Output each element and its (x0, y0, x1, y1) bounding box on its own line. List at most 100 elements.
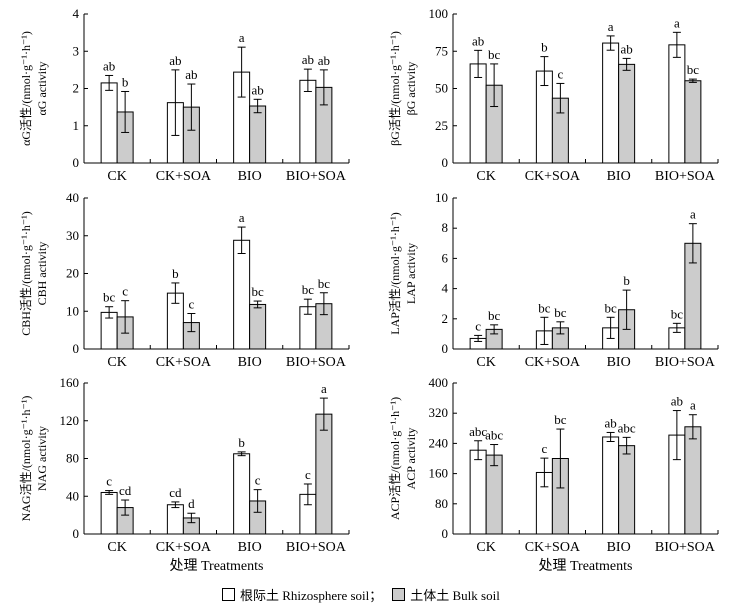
y-axis-label-en: ACP activity (404, 428, 418, 490)
x-axis-title-2: 处理 Treatments (539, 558, 633, 574)
y-axis-label-en: αG activity (35, 62, 49, 116)
y-tick-label: 240 (429, 435, 449, 450)
x-tick-label: CK+SOA (525, 169, 581, 184)
y-axis-label-cn: NAG活性/(nmol·g⁻¹·h⁻¹) (19, 396, 33, 522)
y-tick-label: 160 (429, 466, 449, 481)
y-axis-label-en: CBH activity (35, 242, 49, 306)
x-tick-label: CK+SOA (525, 540, 581, 555)
x-tick-label: CK (476, 540, 495, 555)
significance-letter: ab (318, 53, 330, 68)
significance-letter: ab (620, 41, 632, 56)
x-axis-title-1: 处理 Treatments (170, 558, 264, 574)
legend-swatch-bulk (392, 588, 406, 601)
x-tick-label: CK+SOA (156, 355, 212, 370)
significance-letter: a (608, 19, 614, 34)
y-tick-label: 160 (60, 375, 80, 390)
x-tick-label: BIO (607, 540, 631, 555)
y-tick-label: 2 (442, 311, 449, 326)
significance-letter: cd (119, 483, 132, 498)
significance-letter: b (623, 273, 630, 288)
significance-letter: bc (488, 47, 501, 62)
bar-bulk-bio-soa (315, 413, 333, 535)
y-tick-label: 40 (66, 190, 79, 205)
y-tick-label: 4 (442, 281, 449, 296)
x-tick-label: BIO+SOA (286, 355, 347, 370)
significance-letter: a (674, 15, 680, 30)
y-tick-label: 400 (429, 375, 449, 390)
significance-letter: c (255, 473, 261, 488)
bar-bulk-bio (618, 63, 636, 164)
bar-rhizosphere-ck (469, 63, 487, 164)
x-tick-label: BIO+SOA (655, 355, 716, 370)
significance-letter: bc (554, 305, 567, 320)
significance-letter: ab (169, 53, 181, 68)
significance-letter: a (690, 207, 696, 222)
y-tick-label: 10 (66, 303, 79, 318)
significance-letter: abc (485, 428, 503, 443)
significance-letter: bc (318, 276, 331, 291)
significance-letter: b (541, 40, 548, 55)
bar-bulk-bio-soa (684, 426, 702, 535)
y-tick-label: 30 (66, 228, 79, 243)
significance-letter: ab (185, 67, 197, 82)
legend: 根际土 Rhizosphere soil； 土体土 Bulk soil (222, 585, 500, 604)
y-axis-label-en: NAG activity (35, 426, 49, 491)
significance-letter: a (239, 210, 245, 225)
y-tick-label: 20 (66, 266, 79, 281)
x-tick-label: CK (476, 355, 495, 370)
significance-letter: abc (618, 420, 636, 435)
significance-letter: b (238, 435, 245, 450)
significance-letter: cd (169, 485, 182, 500)
panel-3: 0 10 20 30 40 CBH活性/(nmol·g⁻¹·h⁻¹) CBH activit… (19, 190, 350, 370)
significance-letter: ab (251, 82, 263, 97)
y-tick-label: 0 (73, 155, 80, 170)
y-tick-label: 3 (73, 43, 80, 58)
legend-label-rhizosphere: 根际土 Rhizosphere soil； (240, 588, 383, 603)
significance-letter: b (172, 266, 179, 281)
y-axis-label-en: LAP activity (404, 243, 418, 304)
significance-letter: ab (302, 52, 314, 67)
significance-letter: bc (671, 306, 684, 321)
significance-letter: c (305, 467, 311, 482)
x-tick-label: BIO (238, 169, 262, 184)
y-tick-label: 120 (60, 413, 80, 428)
x-tick-label: CK+SOA (156, 169, 212, 184)
significance-letter: ab (604, 415, 616, 430)
y-tick-label: 0 (442, 341, 449, 356)
panel-6: 0 80 160 240 320 400 ACP活性/(nmol·g⁻¹·h⁻¹) ACP a… (388, 375, 719, 555)
y-tick-label: 4 (73, 6, 80, 21)
significance-letter: ab (671, 394, 683, 409)
bar-bulk-ck (485, 454, 503, 535)
bar-rhizosphere-bio (602, 436, 620, 535)
y-tick-label: 2 (73, 81, 80, 96)
significance-letter: c (188, 297, 194, 312)
bar-rhizosphere-ck (100, 82, 118, 164)
x-tick-label: CK (107, 169, 126, 184)
significance-letter: c (475, 318, 481, 333)
significance-letter: a (239, 30, 245, 45)
bar-bulk-bio-soa (684, 80, 702, 164)
bar-rhizosphere-bio (602, 42, 620, 164)
significance-letter: d (188, 496, 195, 511)
y-axis-label-cn: ACP活性/(nmol·g⁻¹·h⁻¹) (388, 397, 402, 520)
x-tick-label: BIO (607, 169, 631, 184)
y-axis-label-cn: αG活性/(nmol·g⁻¹·h⁻¹) (19, 31, 33, 146)
significance-letter: bc (687, 62, 700, 77)
y-tick-label: 0 (73, 341, 80, 356)
significance-letter: a (321, 381, 327, 396)
y-tick-label: 10 (435, 190, 448, 205)
x-tick-label: CK (107, 540, 126, 555)
y-tick-label: 100 (429, 6, 449, 21)
bar-rhizosphere-ck-soa (166, 504, 184, 535)
panel-2: 0 25 50 75 100 βG活性/(nmol·g⁻¹·h⁻¹) βG activity… (388, 6, 719, 184)
y-tick-label: 80 (435, 496, 448, 511)
x-tick-label: CK (107, 355, 126, 370)
y-tick-label: 8 (442, 220, 449, 235)
significance-letter: ab (103, 58, 115, 73)
significance-letter: bc (554, 412, 567, 427)
significance-letter: c (122, 284, 128, 299)
bar-rhizosphere-ck (100, 491, 118, 535)
significance-letter: bc (251, 284, 264, 299)
